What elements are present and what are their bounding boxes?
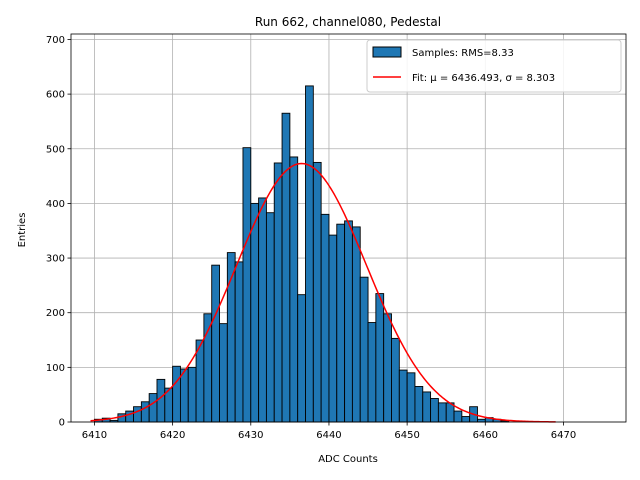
x-tick-label: 6440 [316,430,341,441]
histogram-bar [398,369,408,423]
histogram-bar [359,276,369,423]
histogram-bar [320,213,330,423]
histogram-bar [265,212,275,423]
histogram-bar [281,112,291,423]
histogram-bar [179,368,189,423]
histogram-bar [453,410,463,423]
histogram-bar [242,147,252,423]
histogram-bar [336,223,346,423]
y-axis-label: Entries [17,213,28,248]
fit-curve [90,162,556,423]
chart-title: Run 662, channel080, Pedestal [255,15,441,29]
x-tick-label: 6450 [394,430,419,441]
histogram-bar [461,416,471,423]
histogram-bar [250,202,260,423]
histogram-bar [391,337,400,423]
histogram-bar [375,293,385,423]
histogram-bar [172,365,181,423]
histogram-bar [312,161,322,423]
x-tick-label: 6430 [238,430,263,441]
histogram-bar [383,313,392,423]
histogram-bar [430,398,439,423]
y-tick-label: 400 [46,199,65,210]
y-tick-label: 200 [46,308,65,319]
histogram-bar [211,264,220,423]
x-axis-label: ADC Counts [318,454,378,465]
fit-curve-group [90,162,556,423]
x-tick-label: 6410 [82,430,107,441]
histogram-bar [367,322,377,423]
histogram-bar [156,378,166,423]
histogram-bar [406,372,416,423]
legend: Samples: RMS=8.33 Fit: μ = 6436.493, σ =… [366,39,622,93]
histogram-bar [422,391,432,423]
histogram-bar [289,156,299,423]
histogram-bar [477,418,486,423]
histogram-bar [148,393,158,423]
x-tick-label: 6420 [160,430,185,441]
histogram-bar [258,197,267,423]
histogram-bar [414,386,424,423]
histogram-bar [305,85,314,423]
histogram-bar [187,366,197,423]
y-axis-ticks: 0 100 200 300 400 500 600 700 [46,35,71,429]
y-tick-label: 700 [46,35,65,46]
x-axis-ticks: 6410 6420 6430 6440 6450 6460 6470 [82,422,576,441]
y-tick-label: 600 [46,90,65,101]
x-tick-label: 6470 [551,430,576,441]
histogram-bar [140,401,150,423]
histogram-bar [219,323,228,423]
y-tick-label: 0 [59,418,65,429]
y-tick-label: 100 [46,363,65,374]
y-tick-label: 500 [46,144,65,155]
histogram-bar [133,406,142,423]
histogram-bar [234,261,244,423]
x-tick-label: 6460 [473,430,498,441]
histogram-bar [344,220,353,423]
histogram-bar [437,402,447,423]
legend-swatch-samples [372,46,402,58]
histogram-bar [273,162,283,423]
legend-label-fit: Fit: μ = 6436.493, σ = 8.303 [412,73,555,84]
legend-label-samples: Samples: RMS=8.33 [412,48,514,59]
axes-frame [70,33,627,423]
y-tick-label: 300 [46,254,65,265]
histogram-bar [351,226,361,423]
histogram-bar [297,294,306,423]
legend-box [366,39,622,93]
histogram-bar [328,234,338,423]
